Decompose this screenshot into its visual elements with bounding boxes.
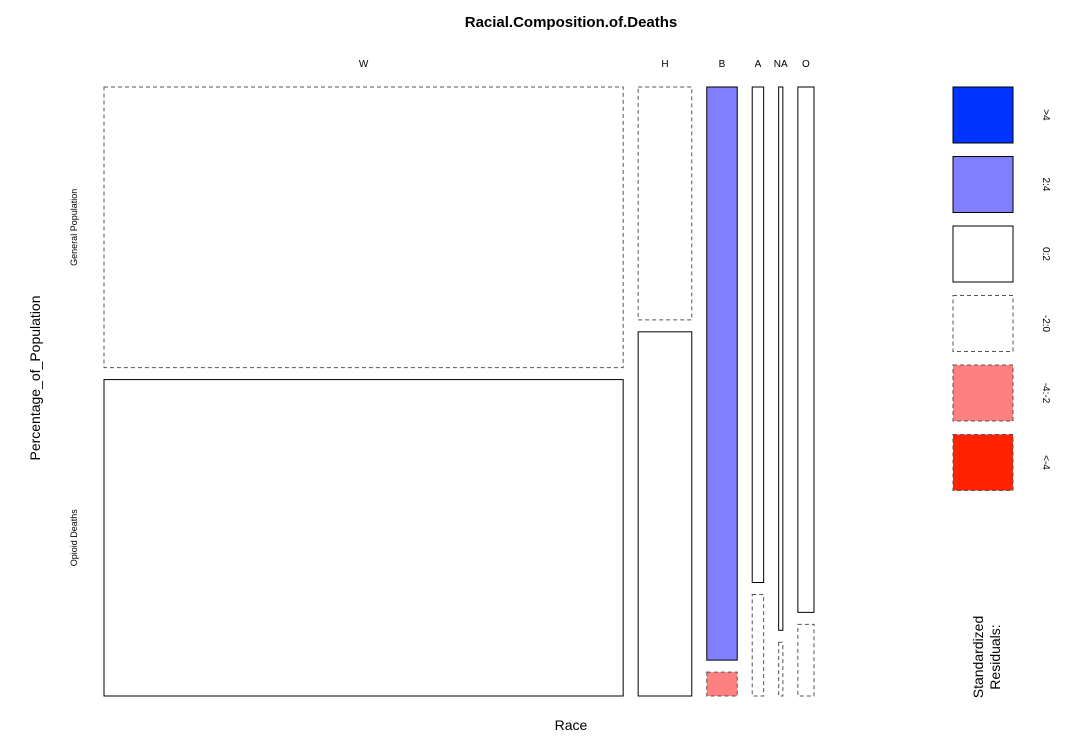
chart-title: Racial.Composition.of.Deaths (465, 14, 678, 31)
tile-b-general-population (706, 86, 738, 661)
legend: >4 2:4 0:2 -2:0 -4:-2 <-4 StandardizedResidual… (952, 86, 1051, 699)
column-label-h: H (661, 59, 668, 70)
tile-a-opioid-deaths (751, 594, 765, 697)
legend-swatch-1 (952, 156, 1014, 213)
x-axis-label: Race (555, 717, 588, 733)
tile-b-opioid-deaths (706, 671, 738, 697)
column-label-a: A (755, 59, 762, 70)
legend-swatch-5 (952, 434, 1014, 491)
legend-label-0: >4 (1040, 109, 1051, 121)
tile-o-opioid-deaths (797, 623, 815, 697)
tile-w-general-population (103, 86, 624, 369)
column-label-na: NA (774, 59, 788, 70)
tile-w-opioid-deaths (103, 379, 624, 697)
legend-label-5: <-4 (1040, 455, 1051, 470)
legend-title: StandardizedResiduals: (970, 616, 1003, 699)
legend-swatch-4 (952, 364, 1014, 422)
column-label-o: O (802, 59, 810, 70)
legend-label-4: -4:-2 (1040, 383, 1051, 404)
legend-label-2: 0:2 (1040, 247, 1051, 261)
legend-label-1: 2:4 (1040, 178, 1051, 192)
legend-swatch-0 (952, 86, 1014, 144)
row-label-general-population: General Population (69, 189, 79, 266)
legend-swatch-3 (952, 295, 1014, 352)
tile-o-general-population (797, 86, 815, 613)
column-label-b: B (719, 59, 726, 70)
legend-swatch-2 (952, 225, 1014, 283)
tile-h-general-population (637, 86, 693, 321)
column-label-w: W (359, 59, 369, 70)
tile-h-opioid-deaths (637, 331, 693, 697)
mosaic-tiles: W General Population Opioid Deaths H B A NA O (69, 59, 815, 697)
tile-na-opioid-deaths (778, 641, 784, 697)
legend-label-3: -2:0 (1040, 315, 1051, 333)
row-label-opioid-deaths: Opioid Deaths (69, 509, 79, 567)
tile-a-general-population (751, 86, 765, 584)
y-axis-label: Percentage_of_Population (27, 295, 43, 460)
tile-na-general-population (778, 86, 784, 631)
